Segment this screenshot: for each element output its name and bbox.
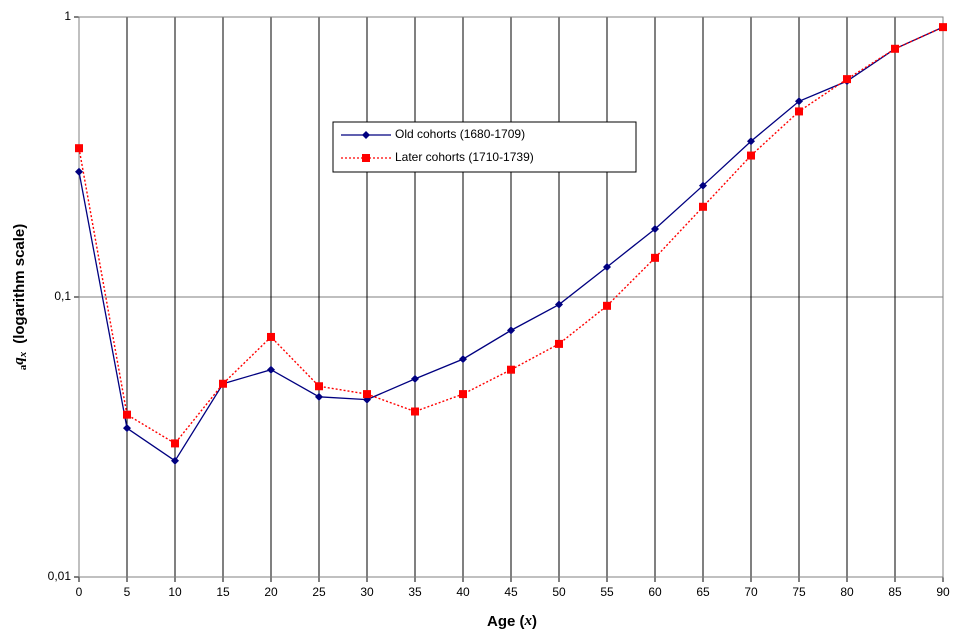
x-tick-label: 15 [216,585,230,599]
x-tick-label: 90 [936,585,950,599]
x-tick-label: 60 [648,585,662,599]
data-point [699,202,707,211]
x-title-text: ) [532,613,537,630]
x-tick-label: 10 [168,585,182,599]
y-title-subscript: x [17,351,29,358]
x-tick-label: 80 [840,585,854,599]
x-tick-label: 20 [264,585,278,599]
x-tick-label: 55 [600,585,614,599]
legend-label: Old cohorts (1680-1709) [395,127,525,141]
data-point [123,424,131,433]
data-point [555,339,563,348]
data-point [315,392,323,401]
data-point [555,300,563,309]
data-point [171,456,179,465]
x-axis-title: Age (x) [487,613,537,630]
x-tick-label: 5 [124,585,131,599]
y-tick-label: 1 [64,9,71,23]
plot-border [78,16,944,578]
x-tick-label: 45 [504,585,518,599]
data-point [267,332,275,341]
data-point [603,262,611,271]
data-point [795,107,803,116]
x-tick-label: 25 [312,585,326,599]
data-point [315,382,323,391]
y-title-text: (logarithm scale) [11,224,28,344]
data-point [267,365,275,374]
data-point [699,181,707,190]
legend-marker [362,154,370,162]
x-title-text: Age ( [487,613,525,630]
legend-box [332,121,637,173]
data-point [459,355,467,364]
x-tick-label: 50 [552,585,566,599]
legend-label: Later cohorts (1710-1739) [395,150,534,164]
data-point [507,365,515,374]
x-title-symbol: x [524,613,533,629]
data-point [603,301,611,310]
y-tick-label: 0,1 [54,289,71,303]
data-point [939,23,947,32]
data-point [843,75,851,84]
data-point [507,326,515,335]
data-point [75,167,83,176]
data-point [123,410,131,419]
data-point [651,224,659,233]
data-point [747,151,755,160]
data-point [651,253,659,262]
legend-marker [362,131,370,139]
x-tick-label: 85 [888,585,902,599]
data-point [795,97,803,106]
x-tick-label: 65 [696,585,710,599]
x-tick-label: 35 [408,585,422,599]
data-point [747,137,755,146]
x-tick-label: 0 [76,585,83,599]
data-point [411,407,419,416]
y-title-prefix: a [17,364,29,370]
data-point [459,390,467,399]
data-point [891,44,899,53]
y-axis-title: aqx (logarithm scale) [11,224,29,371]
y-tick-label: 0,01 [48,569,72,583]
x-tick-label: 70 [744,585,758,599]
x-tick-label: 30 [360,585,374,599]
x-tick-label: 40 [456,585,470,599]
x-tick-label: 75 [792,585,806,599]
data-point [75,144,83,153]
data-point [171,439,179,448]
legend: Old cohorts (1680-1709) Later cohorts (17… [332,121,637,173]
data-point [411,374,419,383]
data-point [363,390,371,399]
y-title-symbol: q [11,357,27,365]
data-point [219,379,227,388]
